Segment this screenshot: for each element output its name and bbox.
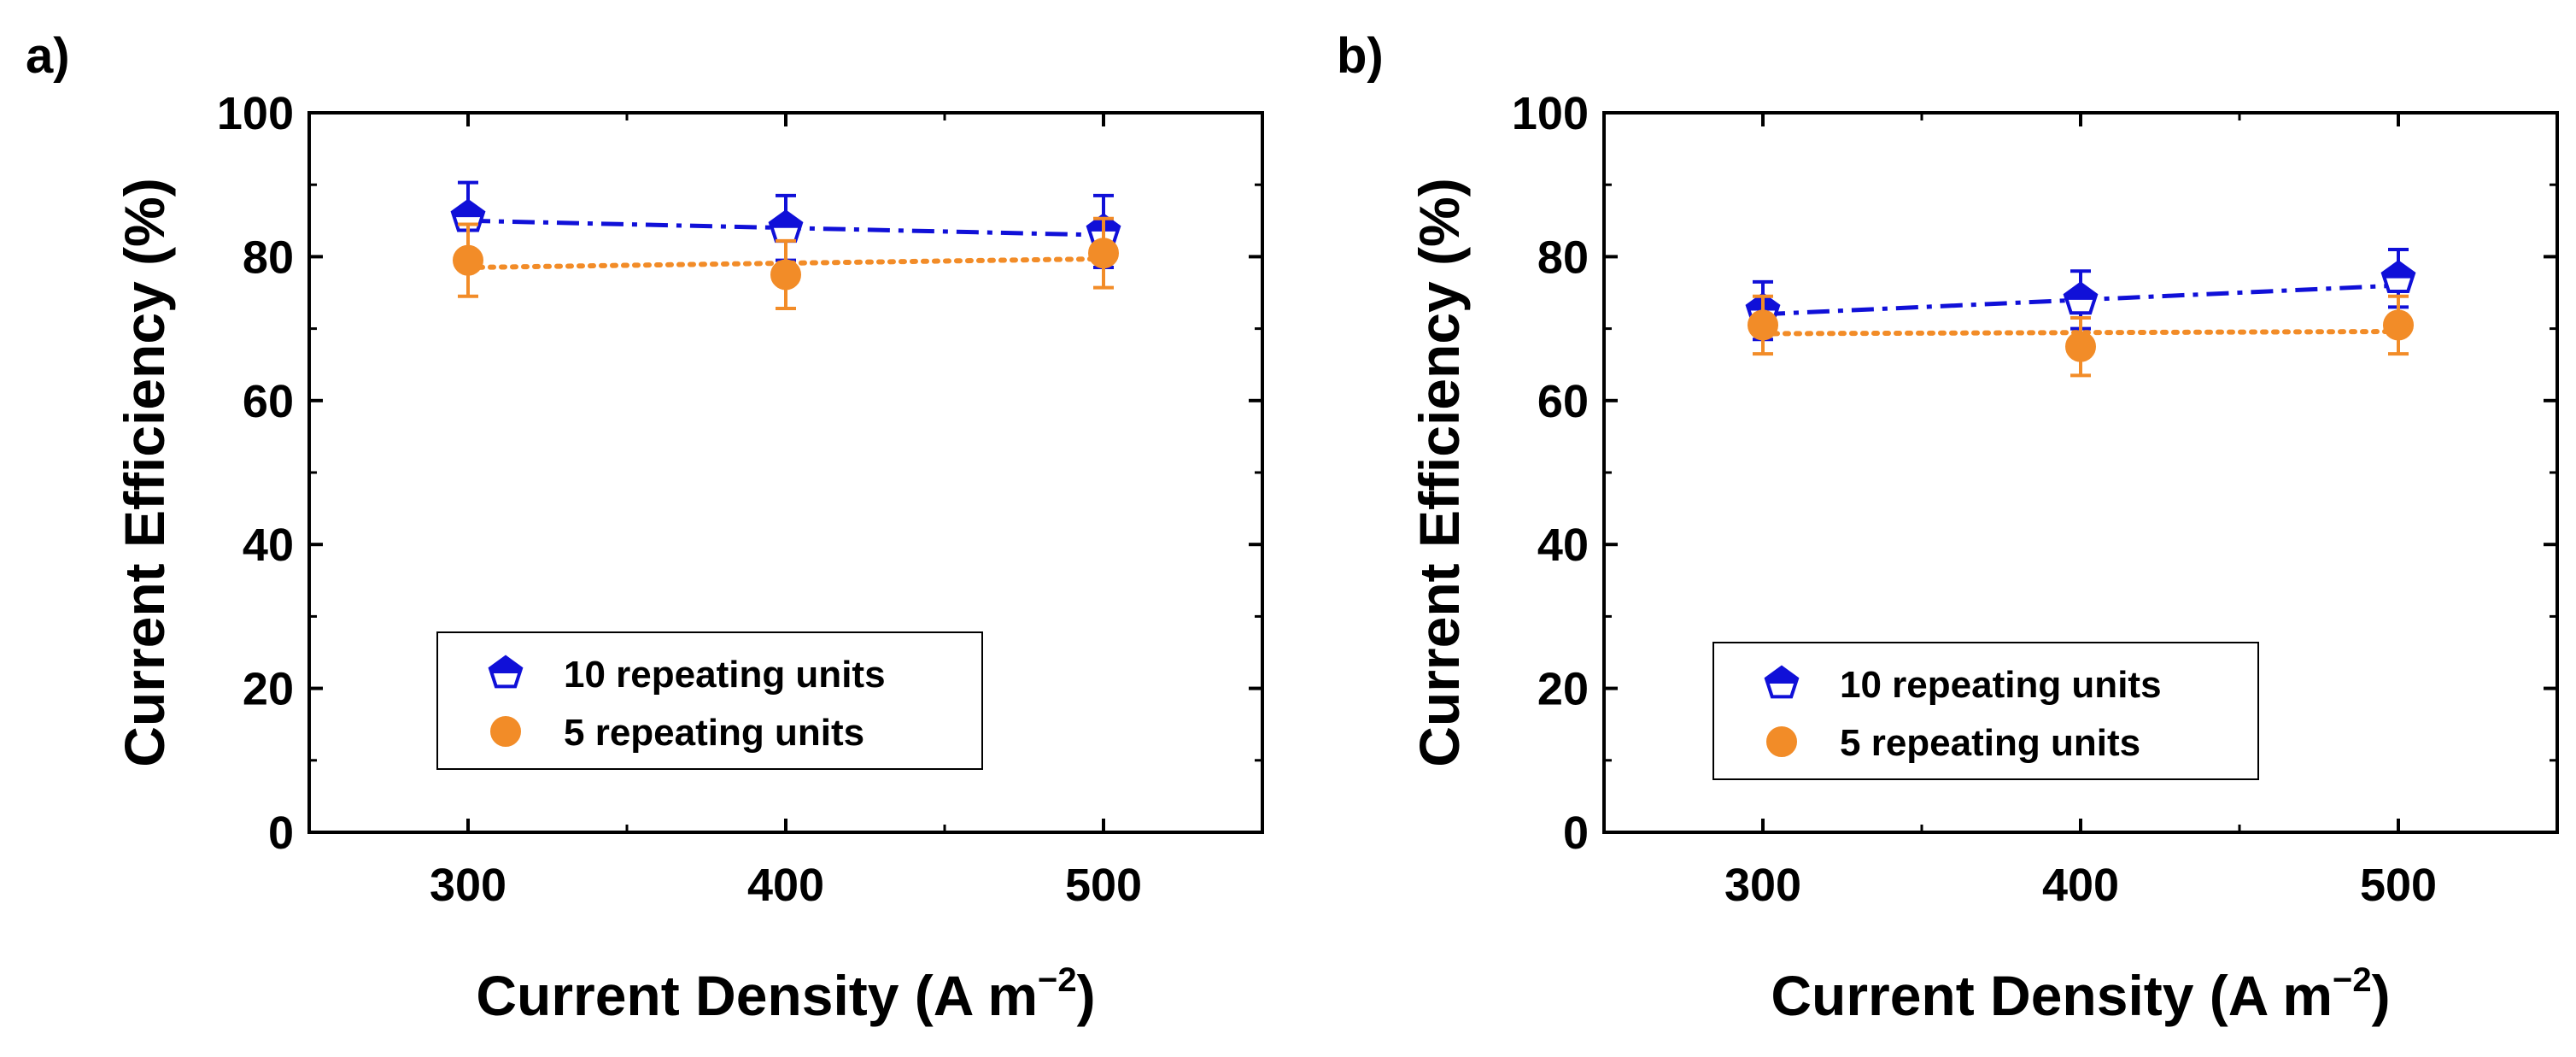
data-point <box>1748 309 1778 341</box>
x-axis-title-main: Current Density (A m <box>1771 964 2333 1027</box>
y-tick-label: 60 <box>1537 376 1589 427</box>
series-5-units <box>453 216 1119 311</box>
x-tick-label: 300 <box>430 860 506 911</box>
y-tick-label: 0 <box>268 807 294 859</box>
x-axis-title-close: ) <box>2372 964 2391 1027</box>
plot-area-b: 0 20 40 60 80 100 300 400 500 Current Density (A … <box>1408 88 2559 1027</box>
x-tick-label: 300 <box>1724 860 1801 911</box>
x-axis-title-sup: −2 <box>2333 961 2372 999</box>
legend-marker <box>488 655 524 689</box>
legend-box <box>436 631 983 770</box>
x-tick-label: 500 <box>2360 860 2437 911</box>
panel-a: a) 0 20 40 60 80 100 300 400 500 Current Density … <box>26 28 1264 1027</box>
x-axis-title: Current Density (A m−2) <box>1771 961 2390 1027</box>
data-point <box>453 244 483 276</box>
data-point <box>2065 331 2096 362</box>
legend-marker <box>1764 665 1800 699</box>
y-tick-label: 20 <box>1537 664 1589 715</box>
legend-label: 10 repeating units <box>1840 664 2162 706</box>
x-axis-title: Current Density (A m−2) <box>476 961 1095 1027</box>
legend-marker-fill <box>489 657 522 673</box>
legend: 10 repeating units 5 repeating units <box>436 631 983 770</box>
y-tick-label: 100 <box>1512 88 1589 139</box>
x-tick-label: 500 <box>1065 860 1142 911</box>
panel-label-a: a) <box>26 28 70 84</box>
x-axis-title-sup: −2 <box>1038 961 1077 999</box>
y-tick-label: 80 <box>243 232 294 283</box>
data-point <box>2383 309 2414 341</box>
y-tick-label: 0 <box>1563 807 1589 859</box>
series-5-units <box>1748 294 2414 378</box>
data-point-fill <box>2382 261 2415 279</box>
y-tick-label: 100 <box>217 88 294 139</box>
data-point-fill <box>452 201 484 218</box>
data-point <box>2063 281 2099 315</box>
legend-marker <box>1766 726 1797 757</box>
data-point <box>2380 260 2416 293</box>
y-tick-label: 60 <box>243 376 294 427</box>
legend-marker-fill <box>1765 667 1798 684</box>
legend-box <box>1712 642 2259 780</box>
y-tick-label: 80 <box>1537 232 1589 283</box>
x-axis-title-close: ) <box>1077 964 1096 1027</box>
legend-marker <box>490 716 521 747</box>
y-axis-title: Current Efficiency (%) <box>113 178 176 766</box>
data-point <box>768 209 804 244</box>
x-tick-label: 400 <box>2042 860 2119 911</box>
y-tick-label: 20 <box>243 664 294 715</box>
legend-label: 5 repeating units <box>1840 722 2140 764</box>
y-tick-label: 40 <box>1537 520 1589 571</box>
y-tick-label: 40 <box>243 520 294 571</box>
legend-label: 10 repeating units <box>564 654 886 696</box>
data-point-fill <box>770 211 802 228</box>
data-point <box>1088 238 1119 269</box>
x-axis-title-main: Current Density (A m <box>476 964 1038 1027</box>
data-point-fill <box>2064 283 2097 300</box>
legend-label: 5 repeating units <box>564 712 864 754</box>
x-tick-label: 400 <box>747 860 824 911</box>
data-point <box>770 259 801 291</box>
panel-label-b: b) <box>1337 28 1384 84</box>
plot-area-a: 0 20 40 60 80 100 300 400 500 Current Density (A … <box>113 88 1264 1027</box>
y-axis-title: Current Efficiency (%) <box>1408 178 1471 766</box>
panel-b: b) 0 20 40 60 80 100 300 400 500 Current Density … <box>1337 28 2559 1027</box>
legend: 10 repeating units 5 repeating units <box>1712 642 2259 780</box>
